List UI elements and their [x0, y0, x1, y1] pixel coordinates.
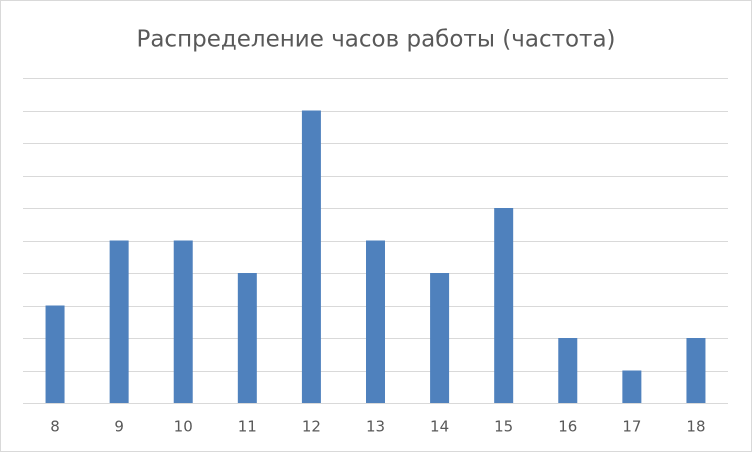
bar	[366, 240, 385, 403]
x-tick-label: 18	[686, 418, 705, 436]
x-tick-label: 14	[430, 418, 449, 436]
x-tick-label: 16	[558, 418, 577, 436]
x-tick-label: 12	[302, 418, 321, 436]
bar	[558, 338, 578, 403]
bar	[494, 208, 514, 403]
chart-title: Распределение часов работы (частота)	[136, 27, 615, 53]
bar	[686, 338, 706, 403]
x-tick-label: 13	[366, 418, 385, 436]
x-tick-label: 9	[114, 418, 124, 436]
bar	[173, 240, 193, 403]
x-tick-label: 15	[494, 418, 513, 436]
bar	[622, 370, 642, 403]
bar	[430, 273, 450, 403]
bar	[45, 305, 65, 403]
bar	[109, 240, 129, 403]
x-tick-label: 10	[174, 418, 193, 436]
x-tick-label: 17	[622, 418, 641, 436]
bar	[301, 110, 321, 403]
x-tick-label: 11	[238, 418, 257, 436]
x-tick-label: 8	[50, 418, 60, 436]
bar	[237, 273, 257, 403]
